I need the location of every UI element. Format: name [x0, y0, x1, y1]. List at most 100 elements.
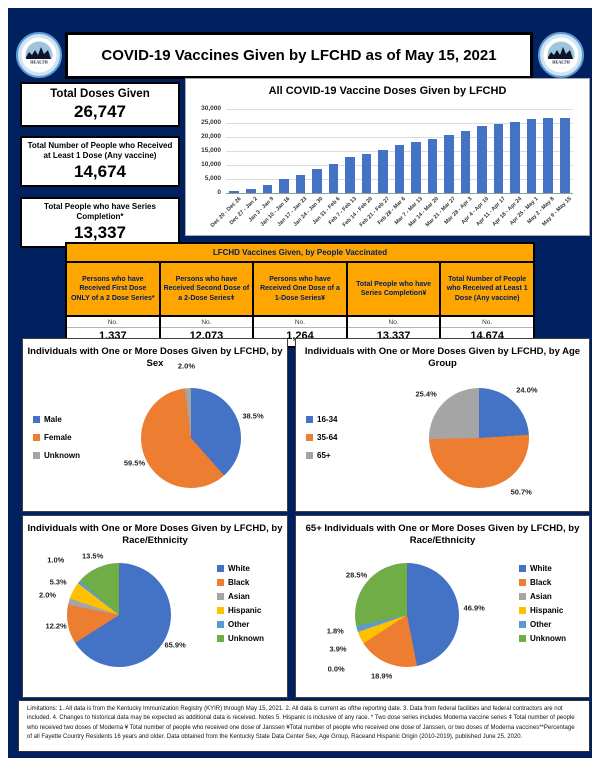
legend-swatch — [217, 578, 224, 586]
y-axis-tick: 15,000 — [201, 147, 221, 154]
legend-label: Other — [228, 619, 250, 629]
pie-label-Black: 12.2% — [45, 621, 67, 631]
bar-Jan 31 - Feb 6 — [328, 163, 339, 193]
legend: White Black Asian Hispanic Other Unknown — [513, 564, 585, 643]
table-column-header: Total People who have Series Completion¥ — [347, 263, 440, 317]
gridline — [226, 193, 573, 194]
pie-label-65+: 25.4% — [415, 389, 437, 399]
vaccines-summary-table: LFCHD Vaccines Given, by People Vaccinat… — [65, 242, 535, 348]
pie-label-Asian: 2.0% — [38, 590, 57, 600]
pie-plot: 65.9% 12.2% 2.0% 5.3% 1.0% 13.5% — [27, 548, 211, 682]
stat-box-series-completion: Total People who have Series Completion*… — [20, 197, 180, 248]
gridline — [226, 123, 573, 124]
bar-Apr 11 - Apr 17 — [493, 123, 504, 193]
stat-label: Total People who have Series Completion* — [44, 202, 156, 221]
pie-label-Male: 38.5% — [242, 411, 264, 421]
svg-text:HEALTH: HEALTH — [552, 60, 570, 65]
legend-item: Unknown — [217, 634, 283, 643]
legend-label: Unknown — [228, 633, 264, 643]
stat-box-total-doses: Total Doses Given 26,747 — [20, 82, 180, 128]
pie-label-Hispanic: 5.3% — [49, 577, 67, 587]
legend-label: Black — [228, 577, 250, 587]
pie — [354, 562, 459, 667]
legend-swatch — [519, 578, 526, 586]
pie-label-Unknown: 28.5% — [345, 570, 368, 580]
bar-Dec 20 - Dec 26 — [229, 191, 240, 193]
legend-item: Female — [33, 433, 99, 442]
legend-label: Black — [530, 577, 552, 587]
bar-Apr 18 - Apr 24 — [510, 121, 520, 193]
legend-item: Hispanic — [217, 606, 283, 615]
pie-chart-by-race-ethnicity: Individuals with One or More Doses Given… — [22, 515, 288, 698]
pie-label-Other: 1.0% — [47, 555, 65, 565]
table-unit-label: No. — [441, 317, 533, 328]
legend-item: Other — [217, 620, 283, 629]
bar-Mar 28 - Apr 3 — [460, 130, 471, 193]
bar-Mar 21 - Mar 27 — [444, 135, 454, 193]
legend-label: Male — [44, 415, 62, 425]
legend-label: Unknown — [530, 633, 566, 643]
legend-item: Black — [217, 578, 283, 587]
infographic-page: HEALTH COVID-19 Vaccines Given by LFCHD … — [8, 8, 592, 758]
pie — [428, 387, 529, 488]
legend-label: Hispanic — [228, 605, 262, 615]
pie-plot: 38.5% 59.5% 2.0% — [99, 361, 283, 505]
legend-item: Black — [519, 578, 585, 587]
legend-label: Asian — [530, 591, 552, 601]
bar-May 9 - May 15 — [559, 118, 570, 193]
bar-Feb 28 - Mar 6 — [394, 145, 405, 193]
y-axis-tick: 5,000 — [204, 175, 221, 182]
legend-swatch — [519, 564, 526, 572]
pie-label-Asian: 0.0% — [327, 664, 345, 674]
table-column-header: Persons who have Received First Dose ONL… — [67, 263, 159, 317]
bar-May 2 - May 8 — [543, 118, 553, 193]
legend-item: 65+ — [306, 451, 372, 460]
legend-label: White — [228, 563, 250, 573]
y-axis-tick: 25,000 — [201, 119, 221, 126]
y-axis-tick: 0 — [217, 189, 221, 196]
pie-label-Other: 1.8% — [326, 626, 344, 636]
pie-title: Individuals with One or More Doses Given… — [304, 346, 581, 370]
bar-chart-title: All COVID-19 Vaccine Doses Given by LFCH… — [268, 85, 507, 97]
table-unit-label: No. — [254, 317, 346, 328]
legend-item: Unknown — [519, 634, 585, 643]
stat-label: Total Doses Given — [50, 88, 150, 100]
limitations-footnote: Limitations: 1. All data is from the Ken… — [18, 700, 590, 752]
table-column: Total Number of People who Received at L… — [441, 263, 533, 346]
legend: 16-34 35-64 65+ — [300, 415, 372, 460]
table-column: Persons who have Received First Dose ONL… — [67, 263, 161, 346]
pie-label-White: 46.9% — [463, 603, 485, 613]
legend-label: Other — [530, 619, 552, 629]
legend-label: Asian — [228, 591, 250, 601]
bar-Feb 21 - Feb 27 — [378, 150, 388, 193]
table-column-header: Total Number of People who Received at L… — [441, 263, 533, 317]
legend-swatch — [519, 592, 526, 600]
table-unit-label: No. — [67, 317, 159, 328]
table-column: Persons who have Received One Dose of a … — [254, 263, 348, 346]
gridline — [226, 137, 573, 138]
legend-item: White — [519, 564, 585, 573]
pie — [141, 387, 241, 488]
legend-swatch — [306, 452, 313, 460]
legend-label: 16-34 — [317, 415, 338, 425]
legend-swatch — [519, 620, 526, 628]
legend-item: Hispanic — [519, 606, 585, 615]
bar-Feb 7 - Feb 13 — [345, 157, 355, 193]
stat-value: 26,747 — [74, 102, 126, 122]
bar-Jan 10 - Jan 16 — [279, 179, 289, 193]
legend-item: Asian — [217, 592, 283, 601]
legend-swatch — [33, 434, 40, 442]
lfchd-seal-logo-right: HEALTH — [538, 32, 584, 78]
legend-label: Hispanic — [530, 605, 564, 615]
pie-title: Individuals with One or More Doses Given… — [27, 346, 283, 370]
pie-plot: 46.9% 18.9% 0.0% 3.9% 1.8% 28.5% — [300, 548, 513, 682]
legend-swatch — [306, 416, 313, 424]
legend-item: White — [217, 564, 283, 573]
bar-Mar 14 - Mar 20 — [427, 138, 438, 193]
table-unit-label: No. — [160, 317, 253, 328]
stat-value: 14,674 — [74, 162, 126, 181]
legend-swatch — [217, 606, 224, 614]
legend-label: 65+ — [317, 451, 331, 461]
bar-Apr 25 - May 1 — [526, 119, 537, 193]
pie-plot: 24.0% 50.7% 25.4% — [372, 371, 585, 505]
